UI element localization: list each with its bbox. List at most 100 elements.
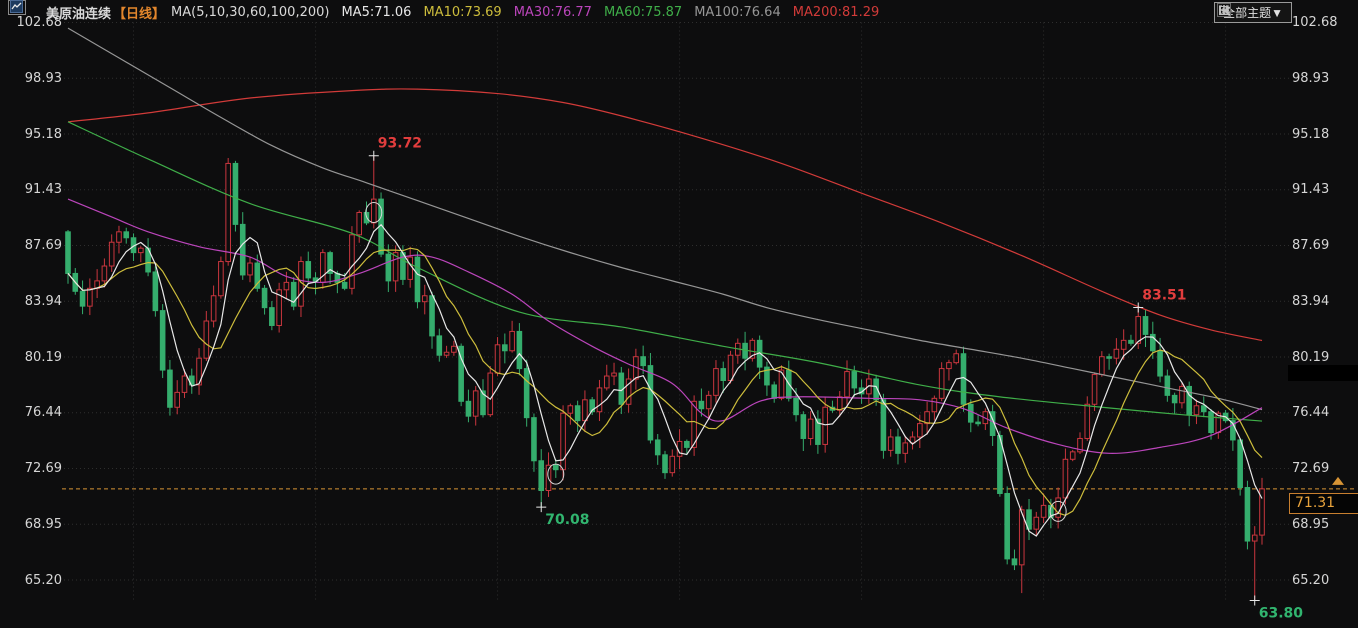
candle: [232, 162, 239, 225]
extreme-cross-icon: [536, 502, 547, 513]
candle: [807, 418, 814, 439]
candle: [1018, 509, 1025, 566]
extreme-price-label: 70.08: [545, 512, 589, 528]
price-axis-label: 65.20: [24, 572, 62, 588]
candle: [705, 394, 712, 410]
indicator-icon[interactable]: [10, 0, 23, 13]
extreme-cross-icon: [1249, 595, 1260, 606]
price-axis-label: 91.43: [1292, 182, 1330, 198]
candle: [152, 271, 159, 312]
candle: [1251, 534, 1258, 542]
ma-group-label: MA(5,10,30,60,100,200): [171, 4, 330, 20]
candle: [451, 345, 457, 353]
price-axis-label: 98.93: [1292, 70, 1330, 86]
candle: [778, 369, 785, 399]
ma-value-ma100: MA100:76.64: [694, 4, 781, 20]
candle: [1142, 316, 1149, 335]
candle: [1164, 375, 1171, 396]
candle: [836, 396, 843, 411]
candle: [1026, 509, 1032, 530]
candle: [407, 256, 413, 280]
ma-line-ma30: [67, 198, 1263, 454]
candle: [574, 405, 581, 422]
candle: [873, 378, 879, 401]
candle: [1120, 339, 1127, 350]
ma-line-ma100: [67, 27, 1263, 411]
candle: [218, 261, 224, 297]
candle: [1011, 558, 1018, 566]
candle: [1230, 420, 1236, 441]
candle: [1171, 394, 1178, 404]
candle: [79, 290, 86, 307]
candle: [654, 439, 661, 456]
candle: [261, 287, 268, 309]
last-price-arrow-icon: [1332, 476, 1344, 485]
candles-layer: [65, 155, 1265, 601]
candle: [1113, 348, 1120, 359]
candle: [895, 436, 901, 454]
candle: [472, 390, 479, 417]
candle: [1106, 356, 1112, 359]
candle: [1004, 492, 1010, 560]
extreme-price-label: 83.51: [1142, 287, 1186, 303]
candle: [880, 399, 887, 451]
candle: [822, 406, 828, 445]
candle: [341, 281, 348, 289]
candle: [1077, 437, 1083, 453]
candle: [953, 353, 960, 364]
candle: [1091, 374, 1098, 405]
candle: [138, 247, 144, 254]
price-axis-label: 83.94: [1292, 293, 1330, 309]
candle: [931, 397, 938, 413]
candle: [225, 162, 231, 263]
candle: [349, 234, 355, 289]
price-axis-label: 68.95: [24, 516, 62, 532]
candle: [589, 399, 595, 413]
candle: [1208, 411, 1214, 434]
candle: [283, 281, 290, 291]
candle: [1033, 516, 1040, 530]
candle: [967, 403, 974, 423]
candle: [625, 378, 632, 405]
symbol-name[interactable]: 美原油连续: [46, 6, 112, 22]
ma-line-ma200: [67, 88, 1263, 342]
candle: [159, 310, 166, 371]
candle: [1179, 385, 1185, 404]
candle: [181, 375, 188, 393]
price-axis-label: 95.18: [24, 126, 62, 142]
last-price-tag[interactable]: 71.31: [1289, 493, 1358, 514]
price-axis-label: 80.19: [1292, 349, 1330, 365]
pop-out-icon[interactable]: [1217, 3, 1232, 17]
candle: [269, 307, 275, 326]
candle: [502, 344, 508, 352]
price-axis-label: 83.94: [24, 293, 62, 309]
price-axis-label: 65.20: [1292, 572, 1330, 588]
candle: [887, 436, 894, 451]
candle: [385, 253, 392, 282]
candle: [1055, 497, 1061, 518]
candle: [101, 265, 108, 282]
candle: [523, 368, 530, 419]
candle: [174, 391, 181, 408]
price-axis-label: 102.68: [1292, 15, 1338, 30]
theme-selector-button[interactable]: 全部主题▼: [1214, 1, 1292, 23]
ma-line-ma60: [67, 121, 1263, 422]
candle: [327, 252, 333, 274]
price-axis-label: 95.18: [1292, 126, 1330, 142]
price-axis-label: 80.19: [24, 349, 62, 365]
candle: [1244, 487, 1251, 542]
candle: [771, 384, 778, 399]
price-axis-label: 76.44: [1292, 405, 1330, 421]
candle: [538, 460, 545, 492]
candle: [800, 414, 807, 439]
candle: [611, 372, 617, 377]
candle: [487, 372, 494, 416]
period-label[interactable]: 【日线】: [113, 6, 166, 22]
toolbar: 全部主题▼: [1214, 1, 1292, 23]
candle: [603, 375, 610, 389]
extreme-cross-icon: [1133, 302, 1144, 313]
candle: [749, 339, 756, 359]
price-axis-label: 98.93: [24, 70, 62, 86]
